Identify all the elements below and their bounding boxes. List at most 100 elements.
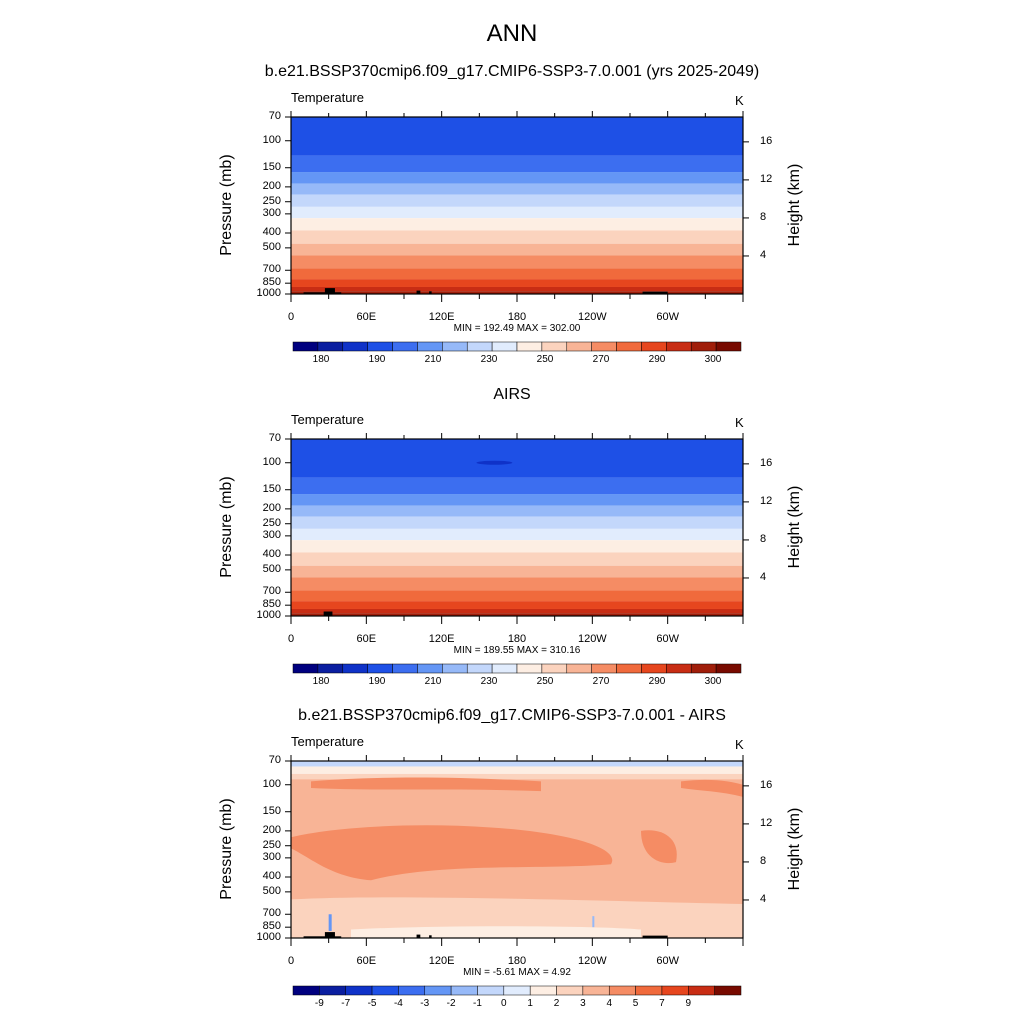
- colorbar-tick-label: 250: [536, 676, 554, 687]
- pressure-tick-label: 700: [262, 907, 281, 920]
- contour-band: [291, 528, 743, 541]
- height-axis-title: Height (km): [786, 163, 803, 246]
- pressure-tick-label: 300: [262, 528, 281, 541]
- contour-band: [291, 494, 743, 506]
- contour-band: [291, 516, 743, 529]
- contour-band: [291, 286, 743, 292]
- pressure-tick-label: 200: [262, 179, 281, 192]
- pressure-tick-label: 150: [262, 482, 281, 495]
- height-tick-label: 16: [760, 778, 773, 791]
- colorbar-swatch: [367, 341, 393, 352]
- colorbar-swatch: [591, 663, 617, 674]
- colorbar-swatch: [466, 341, 493, 352]
- contour-band: [291, 291, 743, 294]
- pressure-tick-label: 100: [262, 777, 281, 790]
- colorbar-swatch: [556, 985, 584, 996]
- colorbar-swatch: [477, 985, 505, 996]
- topography-mask: [429, 935, 432, 938]
- contour-band: [291, 590, 743, 602]
- topography-mask: [324, 288, 335, 294]
- contour-band: [291, 505, 743, 517]
- main-title: ANN: [486, 20, 538, 47]
- colorbar-tick-label: -5: [367, 998, 377, 1009]
- longitude-tick-label: 60W: [656, 311, 679, 323]
- pressure-tick-label: 700: [262, 263, 281, 276]
- longitude-tick-label: 120W: [577, 633, 607, 645]
- contour-band: [291, 268, 743, 280]
- colorbar-swatch: [641, 663, 667, 674]
- panel-subtitle-3: b.e21.BSSP370cmip6.f09_g17.CMIP6-SSP3-7.…: [298, 707, 726, 724]
- colorbar-swatch: [608, 985, 636, 996]
- panel-min-max-stats-2: MIN = 189.55 MAX = 310.16: [453, 645, 581, 656]
- colorbar-tick-label: 300: [704, 676, 722, 687]
- colorbar-swatch: [616, 663, 642, 674]
- pressure-tick-label: 1000: [256, 931, 281, 943]
- colorbar-tick-label: 190: [368, 676, 386, 687]
- panel-variable-label-2: Temperature: [291, 412, 364, 427]
- pressure-tick-label: 100: [262, 455, 281, 468]
- pressure-tick-label: 500: [262, 562, 281, 575]
- pressure-tick-label: 400: [262, 548, 281, 560]
- colorbar-swatch: [392, 341, 418, 352]
- colorbar-swatch: [715, 341, 742, 352]
- pressure-tick-label: 500: [262, 884, 281, 897]
- colorbar-tick-label: -2: [446, 998, 456, 1009]
- colorbar-swatch: [690, 663, 717, 674]
- colorbar-swatch: [466, 663, 493, 674]
- topography-mask: [303, 292, 342, 294]
- pressure-tick-label: 700: [262, 585, 281, 598]
- colorbar-swatch: [616, 341, 642, 352]
- topography-mask: [324, 932, 335, 938]
- panel-min-max-stats-3: MIN = -5.61 MAX = 4.92: [463, 967, 571, 978]
- colorbar-tick-label: 0: [501, 998, 507, 1009]
- longitude-tick-label: 180: [507, 633, 527, 645]
- height-tick-label: 12: [760, 172, 773, 185]
- contour-band: [291, 117, 743, 156]
- longitude-tick-label: 60E: [356, 633, 377, 645]
- colorbar-swatch: [566, 341, 592, 352]
- longitude-tick-label: 180: [507, 955, 527, 967]
- colorbar-tick-label: 230: [480, 354, 498, 365]
- height-tick-label: 8: [760, 210, 767, 223]
- colorbar-swatch: [503, 985, 531, 996]
- colorbar-swatch: [417, 341, 443, 352]
- pressure-axis-title: Pressure (mb): [218, 153, 235, 256]
- warm-anomaly-region: [681, 779, 743, 797]
- colorbar-swatch: [641, 341, 667, 352]
- longitude-tick-label: 0: [287, 955, 295, 967]
- pressure-tick-label: 250: [262, 838, 281, 851]
- pressure-tick-label: 250: [262, 194, 281, 207]
- pressure-tick-label: 250: [262, 516, 281, 529]
- colorbar-tick-label: -3: [420, 998, 430, 1009]
- pressure-tick-label: 150: [262, 804, 281, 817]
- pressure-tick-label: 400: [262, 870, 281, 882]
- colorbar-tick-label: -9: [314, 998, 324, 1009]
- longitude-tick-label: 120E: [428, 311, 455, 323]
- colorbar-tick-label: -4: [393, 998, 403, 1009]
- pressure-tick-label: 150: [262, 160, 281, 173]
- colorbar-swatch: [442, 663, 468, 674]
- colorbar-swatch: [516, 663, 543, 674]
- contour-band: [291, 601, 743, 609]
- panel-units-label-1: K: [735, 93, 744, 108]
- contour-band: [291, 766, 743, 774]
- panel-variable-label-3: Temperature: [291, 734, 364, 749]
- cold-anomaly-spike: [328, 914, 332, 931]
- longitude-tick-label: 120W: [577, 955, 607, 967]
- colorbar-tick-label: 7: [659, 998, 665, 1009]
- pressure-tick-label: 1000: [256, 287, 281, 299]
- colorbar-swatch: [541, 341, 568, 352]
- warm-anomaly-region: [311, 777, 541, 792]
- colorbar-tick-label: 230: [480, 676, 498, 687]
- contour-band: [291, 230, 743, 244]
- colorbar-tick-label: 270: [592, 354, 610, 365]
- pressure-tick-label: 300: [262, 850, 281, 863]
- colorbar-swatch: [714, 985, 742, 996]
- topography-mask: [416, 290, 421, 294]
- height-axis-title: Height (km): [786, 485, 803, 568]
- height-tick-label: 12: [760, 494, 773, 507]
- colorbar-swatch: [666, 341, 692, 352]
- contour-band: [291, 194, 743, 207]
- colorbar-swatch: [317, 663, 344, 674]
- cold-tropopause-patch: [476, 460, 513, 465]
